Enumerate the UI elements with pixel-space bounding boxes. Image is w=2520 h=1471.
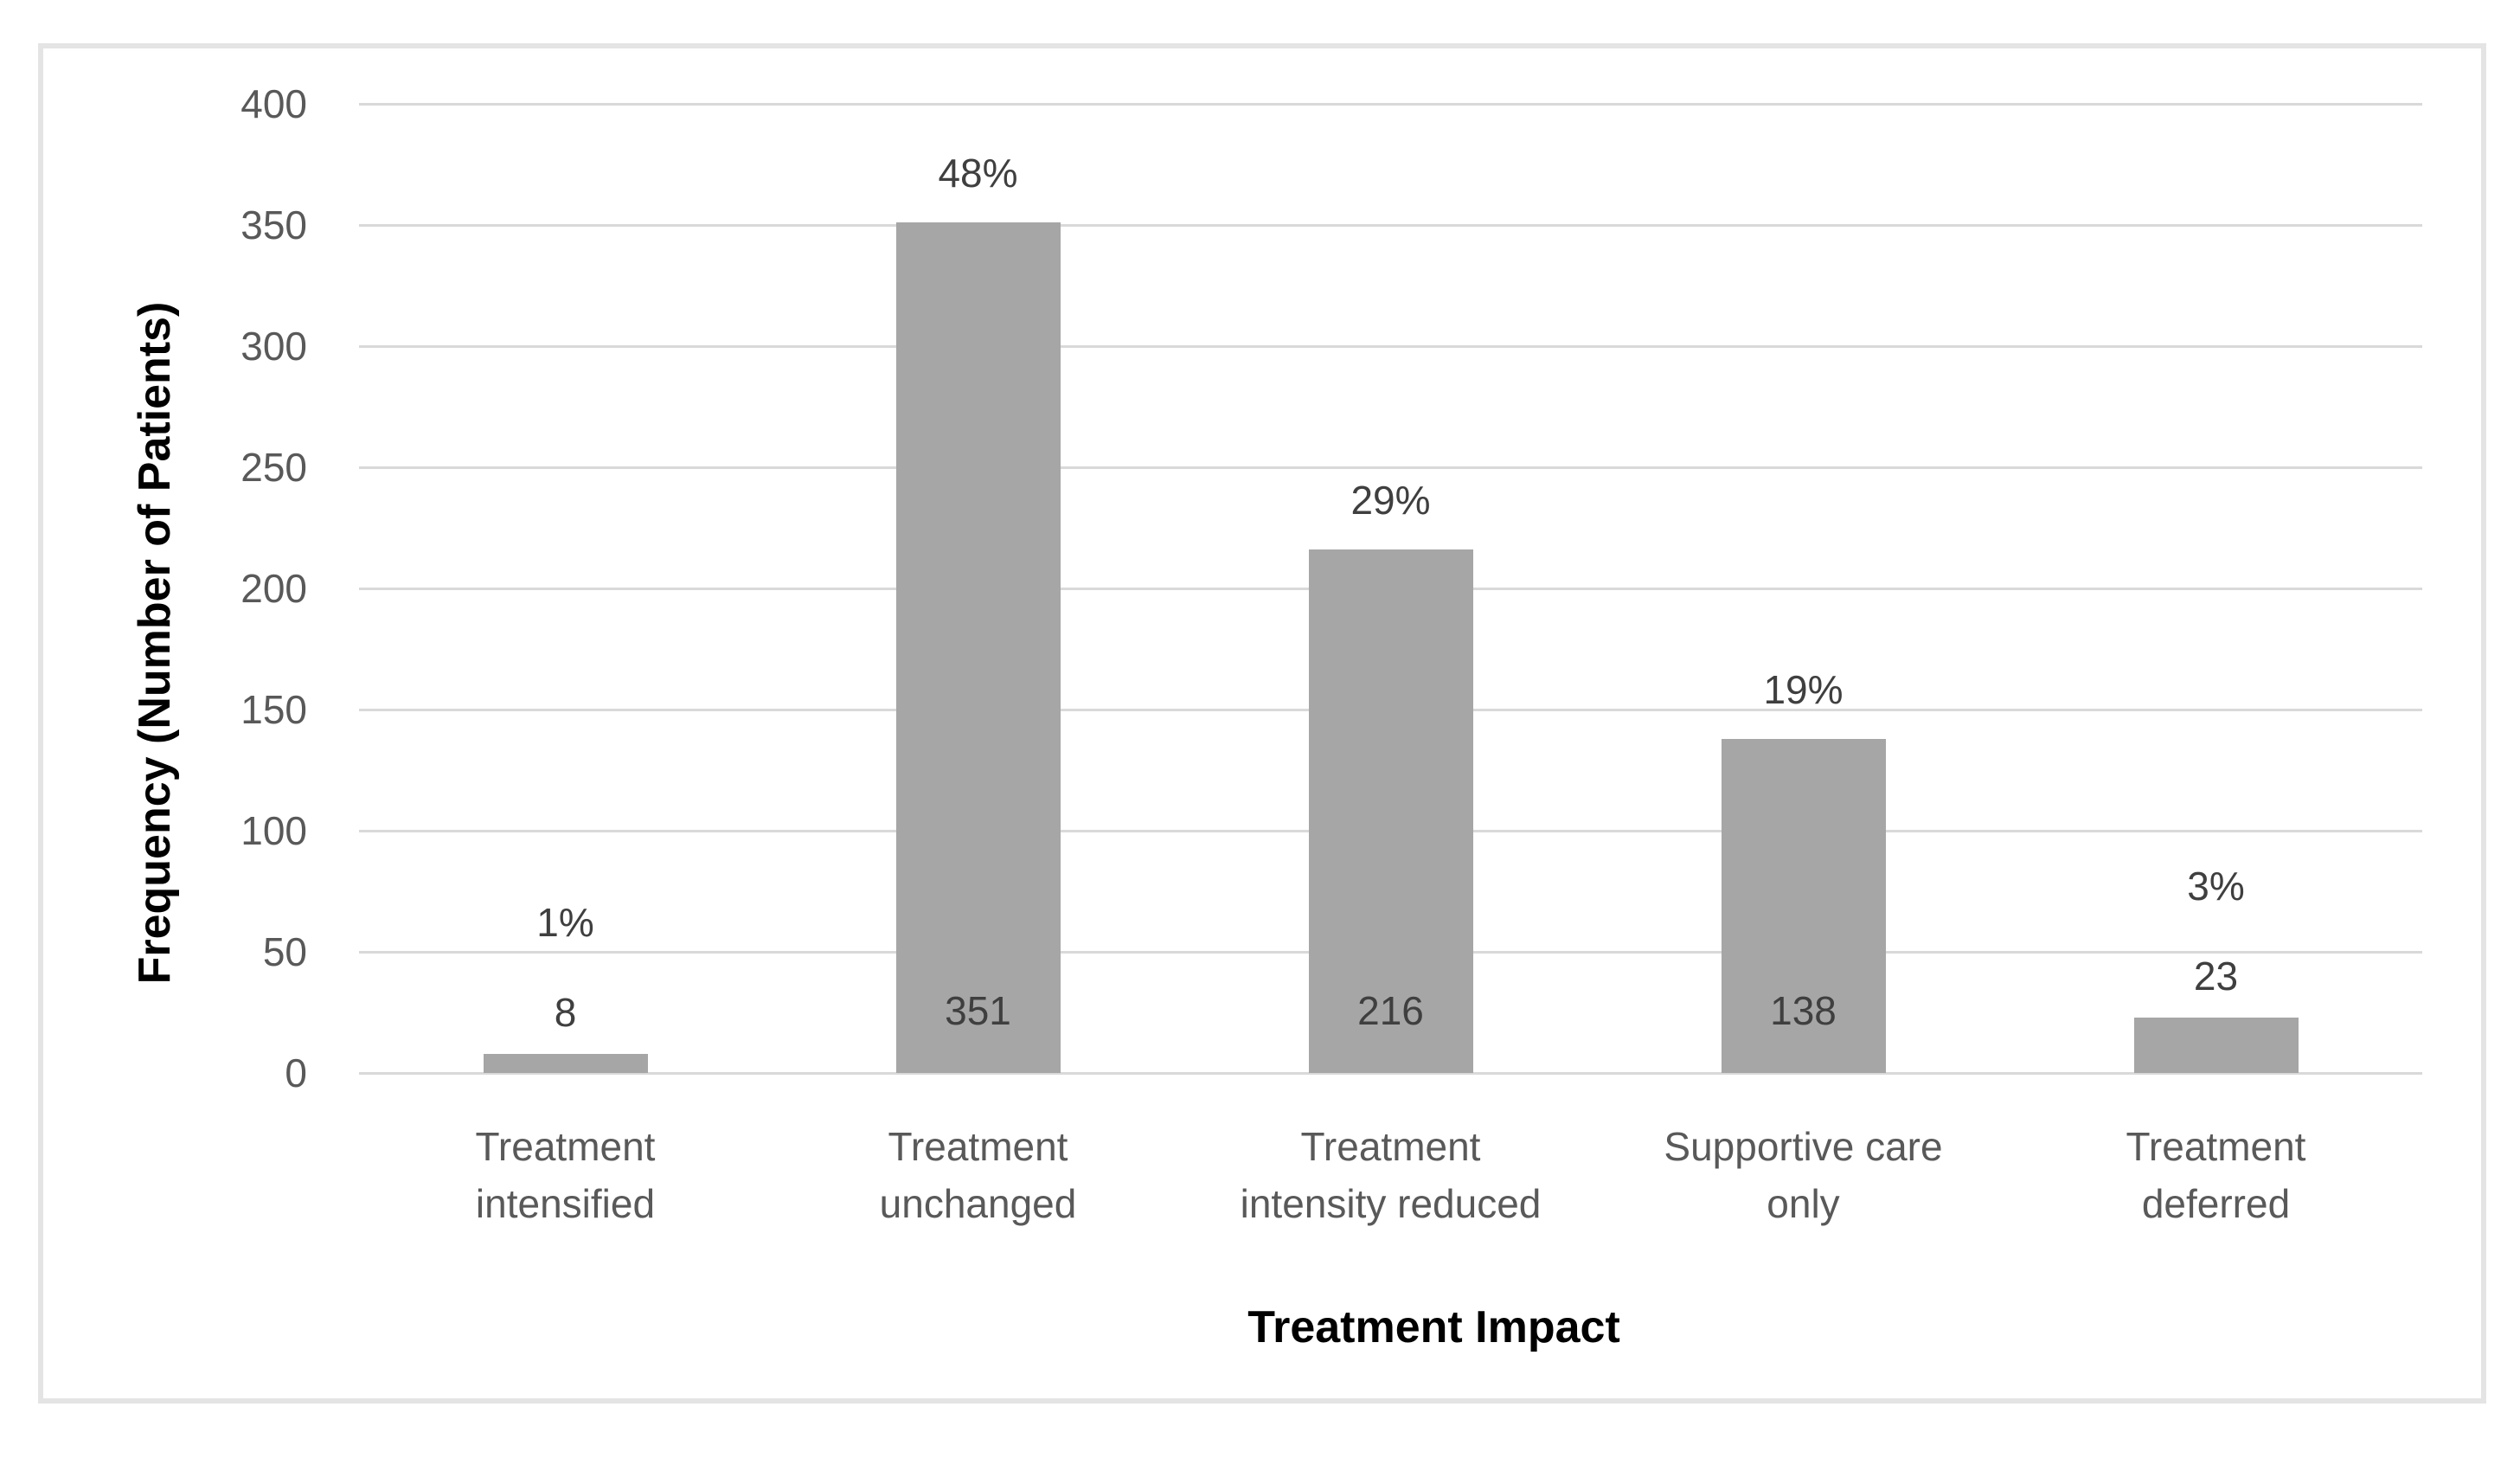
category-label-2: Treatment unchanged xyxy=(879,1124,1077,1226)
y-tick-label-50: 50 xyxy=(262,929,307,974)
value-label-2: 351 xyxy=(945,988,1011,1033)
x-axis-line xyxy=(359,1072,2422,1075)
y-tick-label-400: 400 xyxy=(240,81,307,126)
bar-5 xyxy=(2133,1017,2299,1073)
percent-label-1: 1% xyxy=(536,899,594,945)
y-tick-label-300: 300 xyxy=(240,324,307,369)
gridline-350 xyxy=(359,224,2422,227)
percent-label-2: 48% xyxy=(938,151,1018,196)
value-label-3: 216 xyxy=(1357,988,1424,1033)
bar-2 xyxy=(895,222,1061,1073)
category-label-4: Supportive care only xyxy=(1664,1124,1943,1226)
chart-frame: Frequency (Number of Patients) Treatment… xyxy=(38,43,2486,1404)
plot-area xyxy=(359,103,2422,1075)
value-label-5: 23 xyxy=(2193,953,2239,999)
percent-label-3: 29% xyxy=(1350,478,1431,524)
percent-label-5: 3% xyxy=(2187,863,2245,909)
percent-label-4: 19% xyxy=(1763,666,1844,712)
value-label-1: 8 xyxy=(554,989,577,1035)
gridline-400 xyxy=(359,103,2422,106)
category-label-3: Treatment intensity reduced xyxy=(1240,1124,1542,1226)
value-label-4: 138 xyxy=(1770,988,1837,1033)
bar-1 xyxy=(483,1053,648,1073)
gridline-300 xyxy=(359,345,2422,348)
y-tick-label-250: 250 xyxy=(240,445,307,490)
y-tick-label-150: 150 xyxy=(240,687,307,732)
category-label-1: Treatment intensified xyxy=(475,1124,656,1226)
y-tick-label-100: 100 xyxy=(240,808,307,853)
bar-3 xyxy=(1308,549,1473,1073)
gridline-250 xyxy=(359,466,2422,469)
category-label-5: Treatment deferred xyxy=(2126,1124,2306,1226)
y-tick-label-0: 0 xyxy=(285,1050,307,1095)
y-tick-label-200: 200 xyxy=(240,566,307,611)
x-axis-title: Treatment Impact xyxy=(1247,1302,1620,1352)
bar-4 xyxy=(1721,738,1886,1073)
y-tick-label-350: 350 xyxy=(240,202,307,247)
